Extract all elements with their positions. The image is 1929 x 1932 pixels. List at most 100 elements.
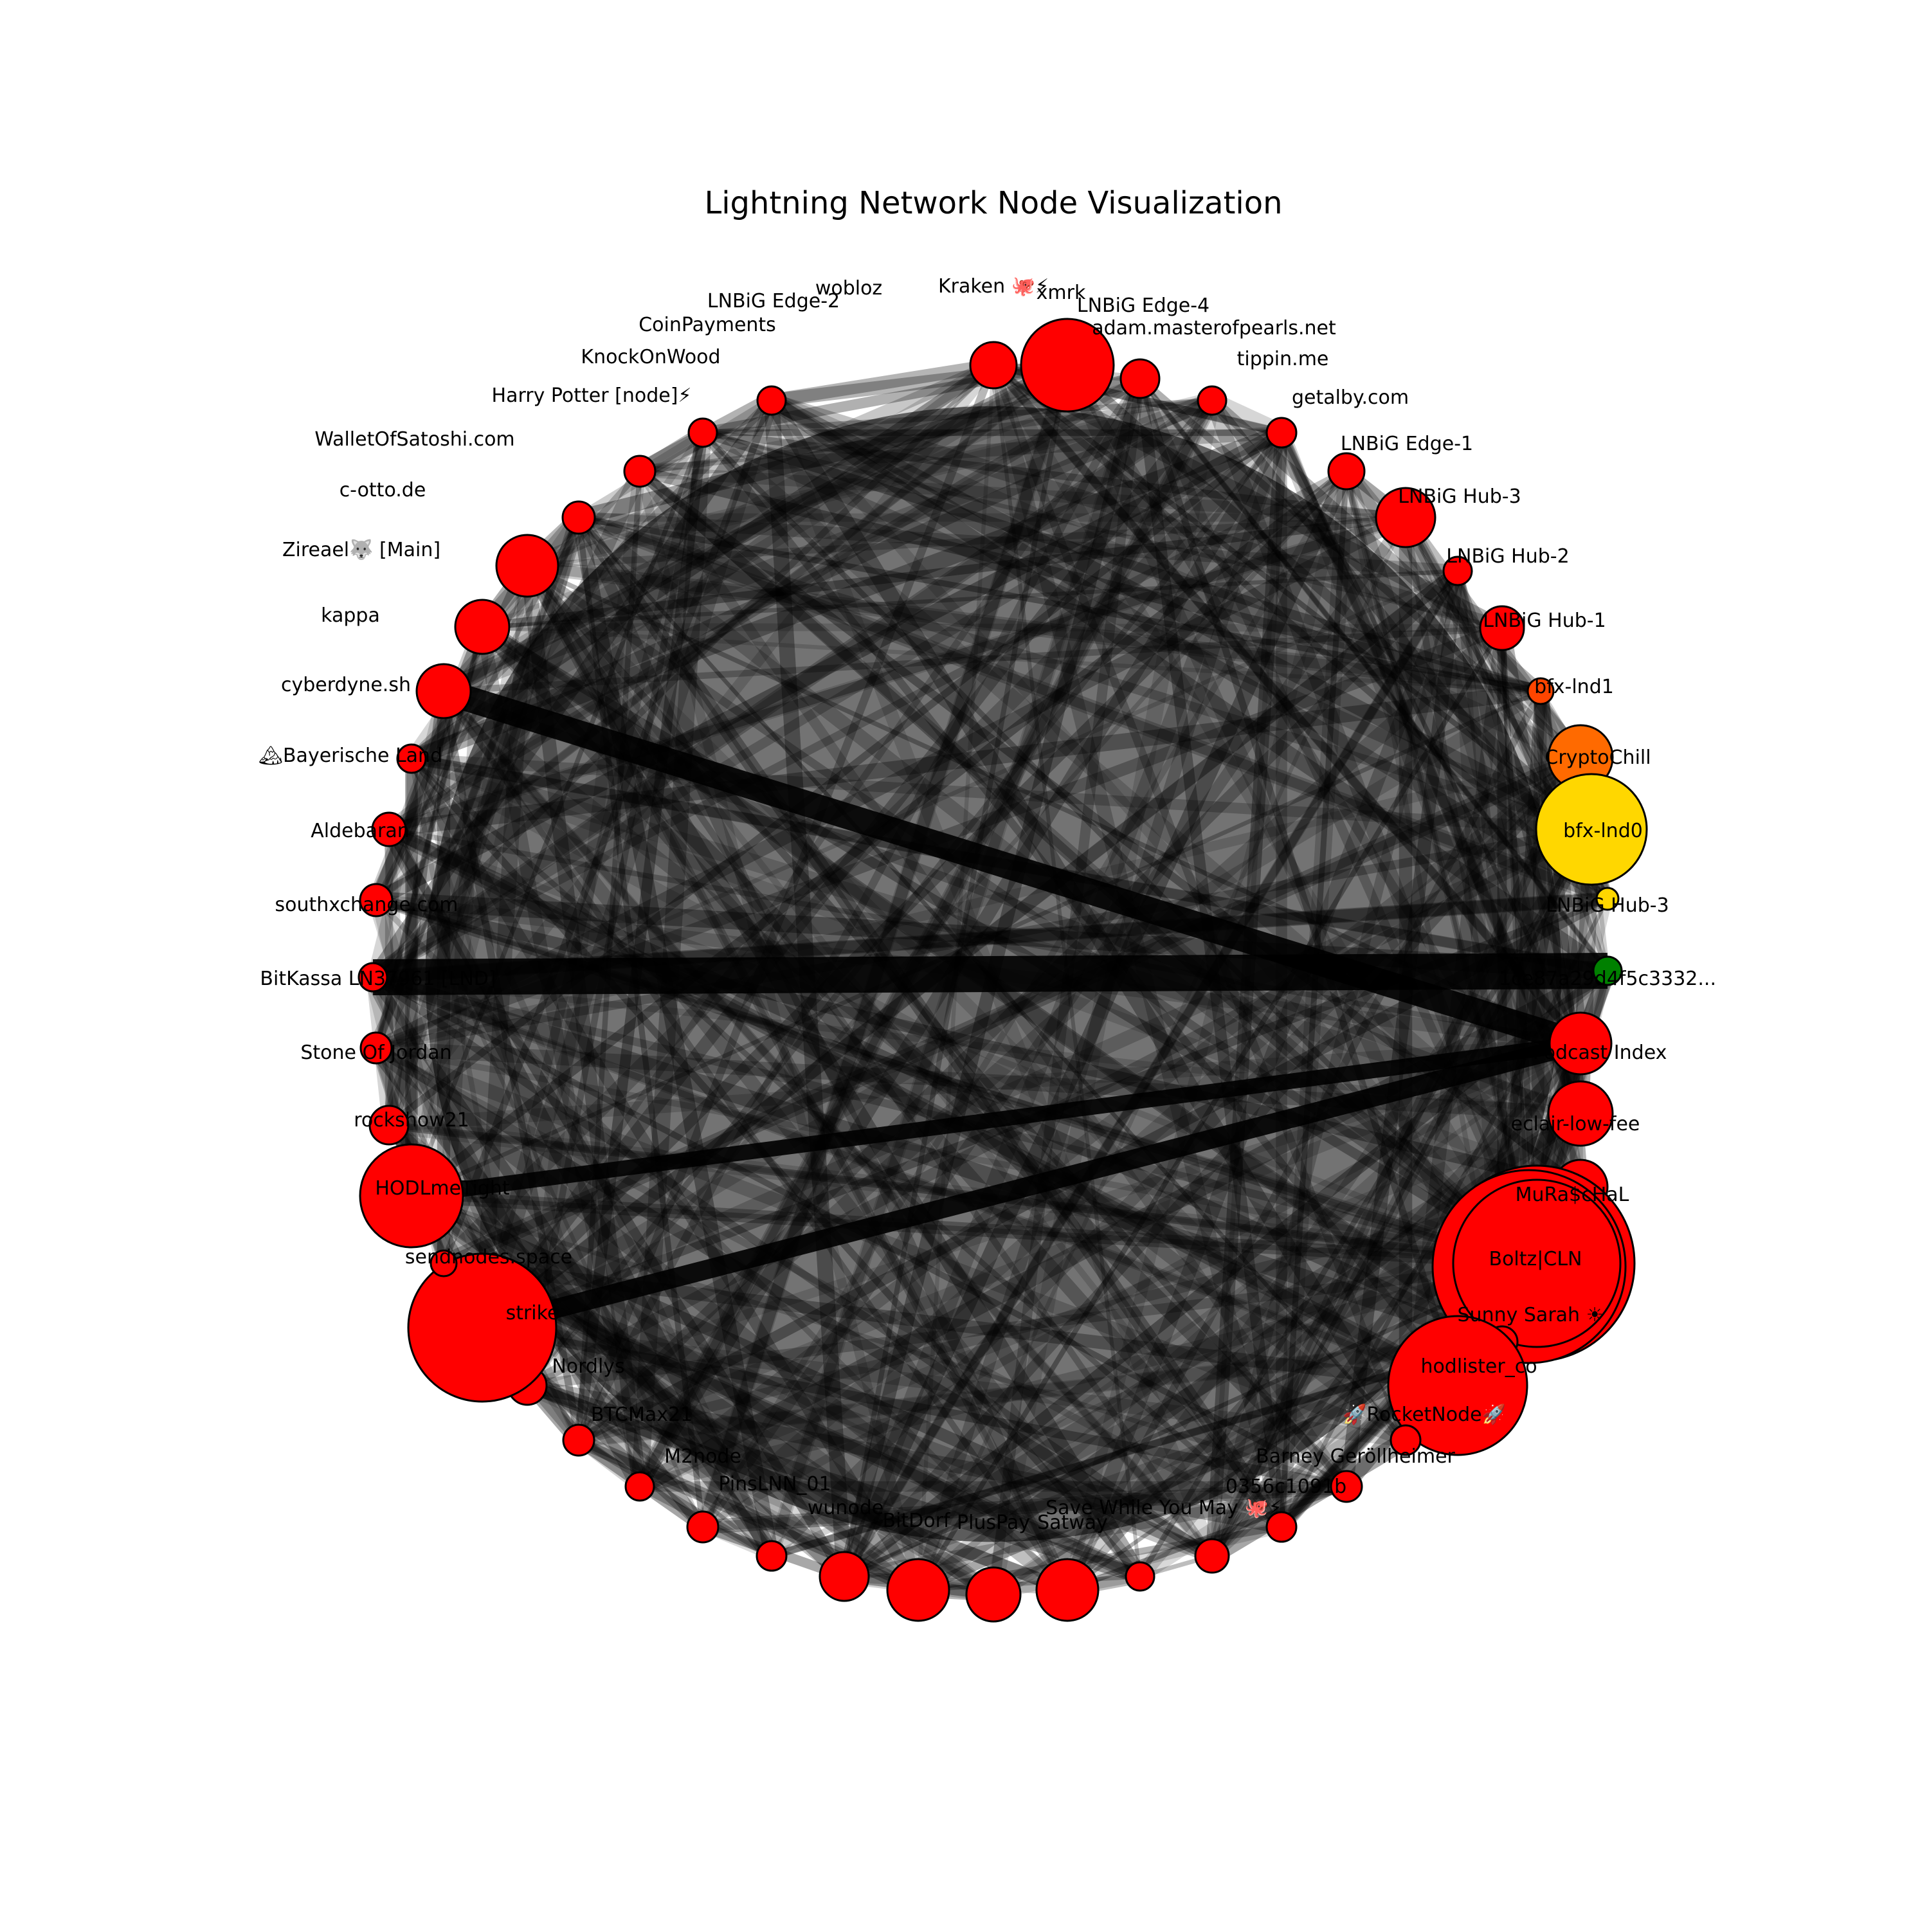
nodes-layer xyxy=(358,318,1648,1623)
node-label: Stone Of Jordan xyxy=(300,1042,451,1064)
node-label: Sunny Sarah ☀ xyxy=(1458,1304,1604,1326)
edge xyxy=(522,1038,1586,1391)
edge xyxy=(409,756,642,1489)
edge xyxy=(842,1041,1583,1579)
edge xyxy=(1134,373,1287,1533)
node-label: Kraken 🐙⚡ xyxy=(938,275,1049,298)
node-label: 0356c1091b xyxy=(1226,1476,1346,1498)
node-label: BitDorf xyxy=(882,1510,950,1532)
edge xyxy=(632,1256,1544,1494)
edge xyxy=(373,897,1071,1593)
edge xyxy=(364,968,1511,1351)
graph-node xyxy=(407,1252,557,1403)
graph-node xyxy=(1390,1424,1422,1456)
edge xyxy=(525,469,1349,1388)
graph-node xyxy=(1442,555,1473,586)
edge xyxy=(1452,565,1586,1193)
edge xyxy=(700,430,1505,631)
edge xyxy=(574,374,1145,1445)
graph-title: Lightning Network Node Visualization xyxy=(704,185,1282,221)
edge xyxy=(369,1041,1413,1447)
node-label: southxchange.com xyxy=(275,894,458,916)
edge xyxy=(1136,375,1462,1389)
edge xyxy=(698,1481,1352,1532)
edge xyxy=(403,750,1589,1123)
edge xyxy=(435,357,1076,700)
node-label: Save While You May 🐙⚡ xyxy=(1046,1497,1282,1519)
edge xyxy=(477,622,1542,1268)
edge xyxy=(694,749,1589,1535)
edge xyxy=(475,822,1598,1335)
edge xyxy=(696,426,1598,836)
edge xyxy=(383,359,999,1131)
edge xyxy=(523,562,1216,1560)
edge xyxy=(1206,565,1463,1562)
graph-node xyxy=(430,1249,458,1277)
edge xyxy=(572,564,1464,1447)
edge xyxy=(386,826,1540,1267)
edge xyxy=(696,359,1074,1533)
edge xyxy=(633,393,1219,1494)
node-label: M2node xyxy=(664,1445,741,1468)
edge xyxy=(700,468,1350,1530)
edge xyxy=(1499,625,1540,1267)
edge xyxy=(700,397,1215,436)
edge xyxy=(380,1116,853,1585)
edge xyxy=(368,1040,1076,1598)
edge xyxy=(373,362,1071,903)
edge xyxy=(634,465,1546,697)
graph-node xyxy=(415,663,472,719)
edge xyxy=(1064,1483,1350,1593)
edge xyxy=(475,684,1548,1335)
edge xyxy=(386,826,1584,1047)
edge xyxy=(374,1045,581,1443)
heavy-edge xyxy=(480,1034,1583,1337)
edge xyxy=(477,1323,1352,1492)
edge xyxy=(521,465,646,1392)
node-label: sendnodes.space xyxy=(405,1246,572,1268)
edge xyxy=(1060,358,1509,1349)
edge xyxy=(571,510,779,1564)
edge xyxy=(380,820,1467,1395)
node-label: CryptoChill xyxy=(1544,746,1651,769)
graph-node xyxy=(359,883,394,917)
graph-node xyxy=(359,1031,393,1065)
edge xyxy=(1453,566,1542,1268)
edge xyxy=(370,894,1587,1193)
edge xyxy=(406,753,924,1596)
edge xyxy=(368,972,1463,1391)
node-label: LNBiG Hub-3 xyxy=(1546,894,1669,917)
edge xyxy=(383,824,1463,1391)
edge xyxy=(764,393,1615,979)
graph-node xyxy=(1387,1315,1528,1456)
graph-node xyxy=(1535,773,1648,886)
edge xyxy=(475,1321,1413,1447)
edge xyxy=(765,358,1074,408)
node-label: CoinPayments xyxy=(638,314,776,336)
edge xyxy=(985,392,1220,1603)
graph-node xyxy=(687,417,718,448)
node-label: strike xyxy=(506,1302,559,1324)
edge xyxy=(520,558,1548,699)
edge xyxy=(523,562,1285,1531)
graph-node xyxy=(819,1551,870,1602)
graph-node xyxy=(358,962,388,993)
edge xyxy=(839,566,1463,1582)
node-label: PlusPay xyxy=(957,1512,1030,1534)
edge xyxy=(1062,465,1352,1596)
graph-node xyxy=(1265,1511,1298,1543)
edge xyxy=(987,359,1535,1273)
graph-node xyxy=(371,811,407,847)
heavy-edge xyxy=(410,1036,1582,1204)
edge xyxy=(633,465,1543,1270)
node-label: adam.masterofpearls.net xyxy=(1092,317,1336,339)
edge xyxy=(636,397,1216,475)
node-label: LNBiG Edge-1 xyxy=(1341,433,1473,455)
edge xyxy=(1137,376,1610,973)
edge xyxy=(372,429,707,904)
edge xyxy=(1398,510,1588,1121)
graph-node xyxy=(756,1540,788,1572)
edge xyxy=(366,393,779,984)
graph-node xyxy=(623,455,657,488)
